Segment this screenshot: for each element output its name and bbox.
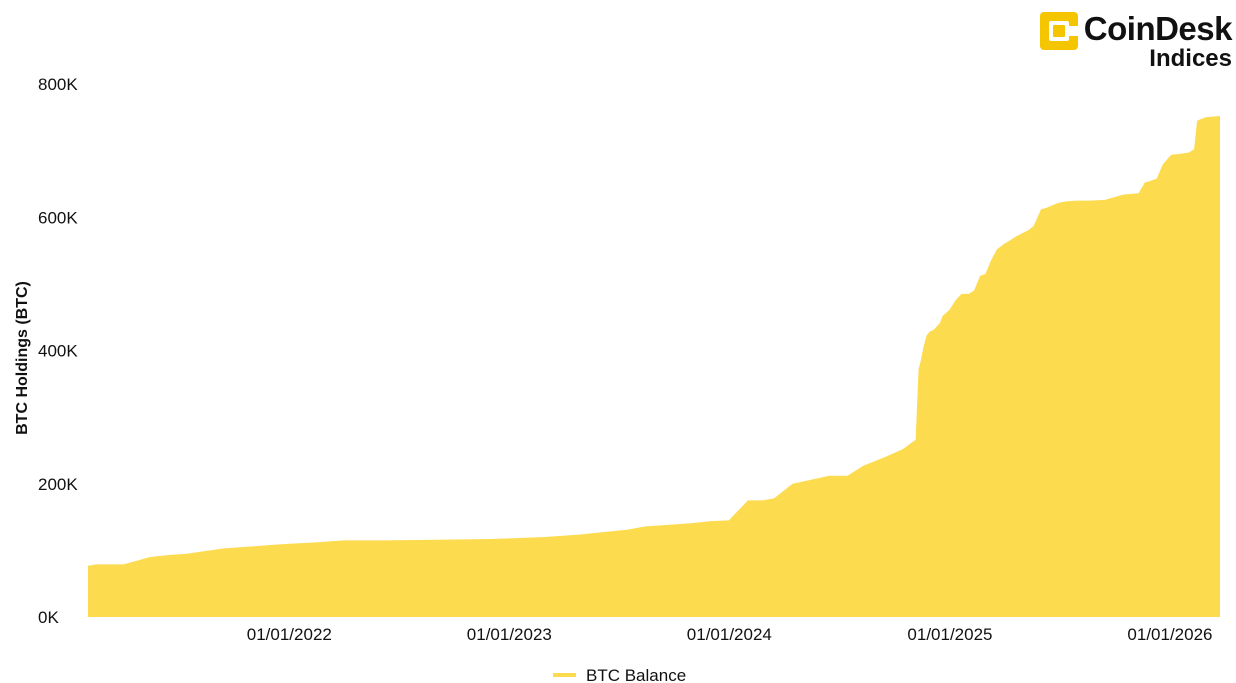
x-tick-label: 01/01/2024 (687, 625, 772, 644)
x-tick-label: 01/01/2026 (1127, 625, 1212, 644)
btc-balance-area (88, 116, 1220, 617)
coindesk-indices-logo: CoinDesk Indices (1039, 10, 1233, 72)
logo-brand: CoinDesk (1083, 10, 1233, 47)
x-tick-label: 01/01/2022 (247, 625, 332, 644)
y-axis-title: BTC Holdings (BTC) (14, 281, 31, 435)
y-tick-label: 600K (38, 208, 78, 227)
coindesk-logo-icon (1039, 12, 1078, 50)
x-tick-label: 01/01/2025 (907, 625, 992, 644)
logo-subtitle: Indices (1149, 45, 1232, 72)
y-axis-ticks: 0K 200K 400K 600K 800K (38, 75, 78, 627)
y-tick-label: 400K (38, 342, 78, 361)
legend: BTC Balance (553, 666, 686, 683)
x-axis-ticks: 01/01/2022 01/01/2023 01/01/2024 01/01/2025… (247, 625, 1213, 644)
x-tick-label: 01/01/2023 (467, 625, 552, 644)
y-tick-label: 0K (38, 608, 59, 627)
y-tick-label: 200K (38, 475, 78, 494)
legend-label-btc-balance: BTC Balance (586, 666, 686, 683)
y-tick-label: 800K (38, 75, 78, 94)
